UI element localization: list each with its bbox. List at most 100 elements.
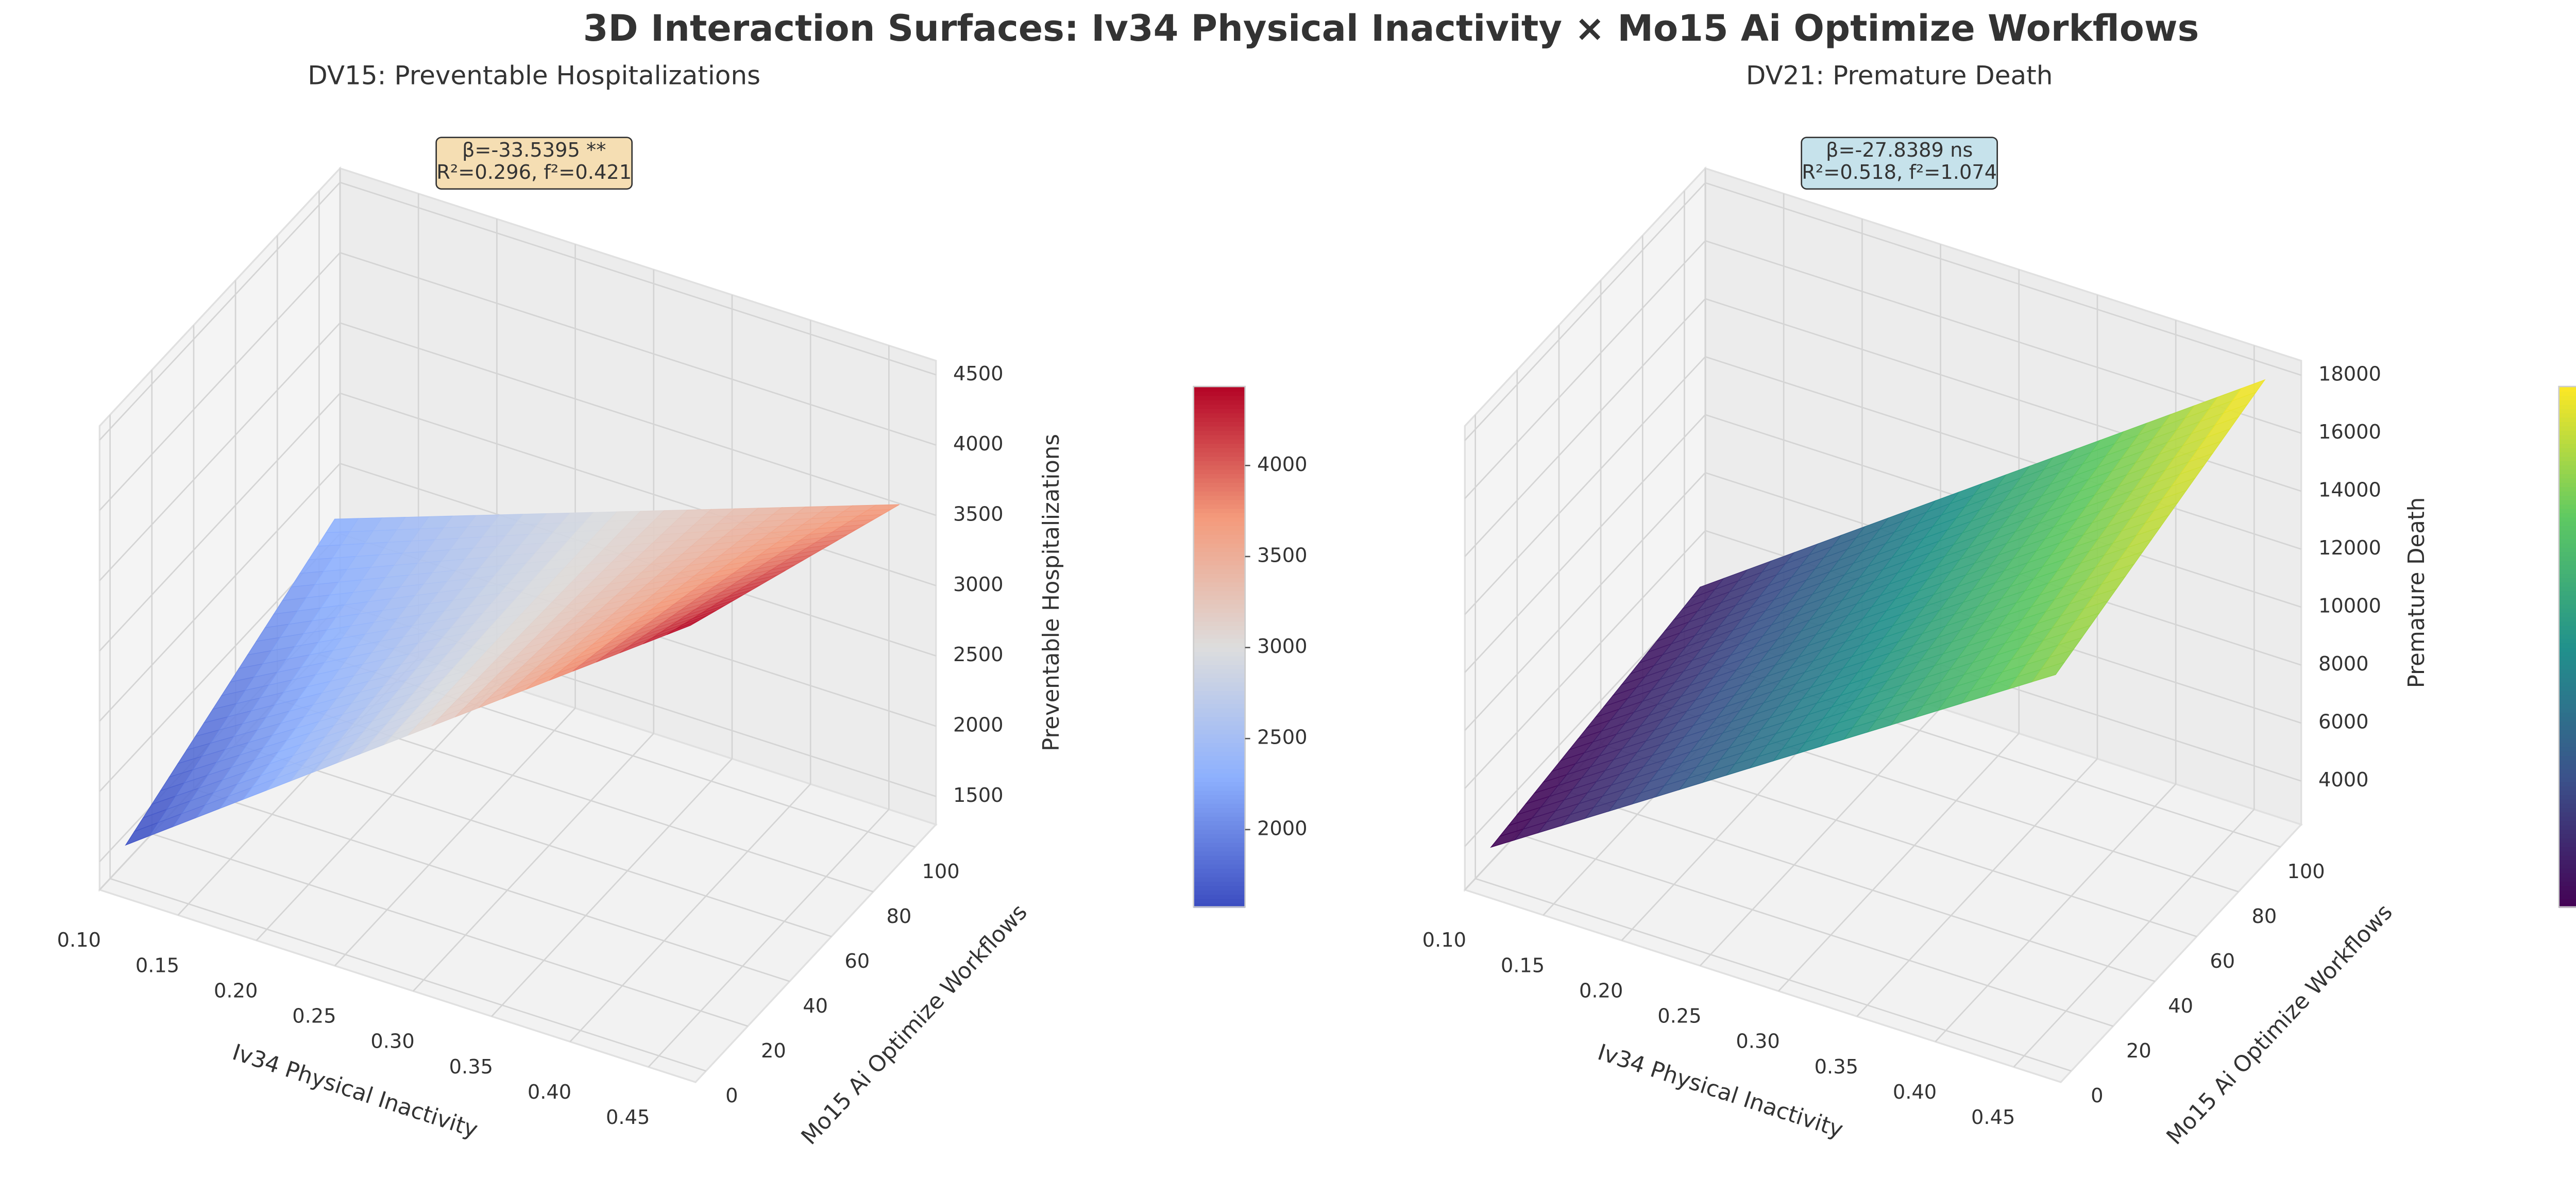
- colorbar-segment: [1193, 434, 1245, 440]
- colorbar-segment: [2558, 868, 2576, 873]
- colorbar-segment: [1193, 464, 1245, 470]
- colorbar-segment: [1193, 816, 1245, 821]
- colorbar-segment: [2558, 647, 2576, 652]
- y-tick-label: 0: [725, 1084, 738, 1107]
- colorbar-segment: [1193, 859, 1245, 865]
- colorbar-segment: [2558, 468, 2576, 474]
- colorbar-segment: [2558, 677, 2576, 682]
- colorbar-segment: [1193, 395, 1245, 400]
- grid-line: [110, 878, 706, 1072]
- y-tick-label: 100: [2287, 860, 2325, 883]
- colorbar-segment: [2558, 543, 2576, 548]
- grid-line: [2013, 809, 2255, 1068]
- colorbar-segment: [1193, 543, 1245, 548]
- colorbar-segment: [2558, 768, 2576, 774]
- grid-line: [1464, 472, 1706, 731]
- colorbar-segment: [2558, 664, 2576, 669]
- colorbar-segment: [2558, 616, 2576, 622]
- colorbar-segment: [2558, 855, 2576, 861]
- colorbar-segment: [2558, 547, 2576, 552]
- x-tick-label: 0.35: [1815, 1055, 1858, 1079]
- colorbar-segment: [2558, 590, 2576, 596]
- colorbar-segment: [1193, 698, 1245, 704]
- colorbar-segment: [1193, 759, 1245, 765]
- colorbar-segment: [1193, 877, 1245, 882]
- colorbar-segment: [1193, 811, 1245, 817]
- colorbar-segment: [1193, 586, 1245, 592]
- colorbar-segment: [2558, 412, 2576, 418]
- colorbar-segment: [1193, 616, 1245, 622]
- colorbar-segment: [1193, 595, 1245, 600]
- grid-line: [1475, 878, 2072, 1072]
- grid-line: [1778, 733, 2020, 992]
- colorbar-segment: [2558, 499, 2576, 505]
- colorbar-segment: [2558, 538, 2576, 544]
- colorbar-segment: [1193, 672, 1245, 678]
- colorbar-segment: [2558, 837, 2576, 843]
- colorbar-segment: [2558, 421, 2576, 427]
- x-tick-label: 0.10: [1422, 929, 1466, 952]
- colorbar-segment: [1193, 781, 1245, 786]
- z-tick-label: 18000: [2318, 363, 2381, 386]
- colorbar-segment: [1193, 508, 1245, 513]
- colorbar-segment: [2558, 473, 2576, 479]
- grid-line: [1705, 240, 2302, 434]
- colorbar-segment: [2558, 439, 2576, 444]
- colorbar-segment: [2558, 829, 2576, 834]
- colorbar-segment: [2558, 386, 2576, 392]
- z-tick-label: 3500: [953, 503, 1004, 526]
- z-tick-label: 6000: [2318, 711, 2369, 734]
- x-tick-label: 0.35: [449, 1055, 493, 1079]
- colorbar-segment: [2558, 764, 2576, 769]
- colorbar-segment: [1193, 872, 1245, 878]
- colorbar-segment: [2558, 477, 2576, 483]
- colorbar-segment: [1193, 486, 1245, 492]
- colorbar-segment: [1193, 703, 1245, 709]
- colorbar-segment: [2558, 568, 2576, 574]
- colorbar-segment: [2558, 668, 2576, 674]
- colorbar-segment: [1193, 551, 1245, 557]
- colorbar-segment: [1193, 829, 1245, 834]
- colorbar-segment: [2558, 608, 2576, 613]
- colorbar-segment: [2558, 443, 2576, 448]
- x-tick-label: 0.25: [1657, 1005, 1701, 1028]
- colorbar-segment: [1193, 573, 1245, 578]
- subplot-title: DV21: Premature Death: [1746, 61, 2053, 91]
- colorbar-tick-label: 2000: [1257, 817, 1308, 840]
- colorbar-segment: [2558, 850, 2576, 856]
- colorbar-segment: [2558, 690, 2576, 696]
- colorbar-segment: [2558, 508, 2576, 513]
- annotation-box: [435, 137, 633, 190]
- colorbar-segment: [2558, 430, 2576, 435]
- grid-line: [1464, 298, 1706, 557]
- colorbar-segment: [2558, 759, 2576, 765]
- colorbar-segment: [1193, 525, 1245, 531]
- colorbar-segment: [2558, 655, 2576, 661]
- colorbar-segment: [1193, 625, 1245, 630]
- colorbar-segment: [1193, 503, 1245, 509]
- colorbar-segment: [1193, 789, 1245, 795]
- grid-line: [1705, 182, 2302, 376]
- colorbar-segment: [1193, 777, 1245, 782]
- colorbar-segment: [2558, 581, 2576, 587]
- colorbar-segment: [1193, 451, 1245, 457]
- colorbar-segment: [1193, 833, 1245, 838]
- colorbar-segment: [2558, 529, 2576, 535]
- colorbar-segment: [2558, 737, 2576, 743]
- x-tick-label: 0.40: [1893, 1081, 1937, 1104]
- colorbar-segment: [2558, 877, 2576, 882]
- grid-line: [340, 252, 937, 446]
- subplot: 0.10 0.15 0.20 0.25 0.30 0.35 0.40 0.45 0 20 40 60 8…: [1422, 61, 2576, 1150]
- colorbar-segment: [1193, 807, 1245, 813]
- colorbar-segment: [2558, 612, 2576, 617]
- subplot-title: DV15: Preventable Hospitalizations: [308, 61, 760, 91]
- surface-patch: [666, 620, 700, 635]
- grid-line: [256, 682, 498, 941]
- colorbar-segment: [1193, 460, 1245, 466]
- colorbar-segment: [1193, 720, 1245, 726]
- colorbar-segment: [2558, 889, 2576, 895]
- colorbar-segment: [2558, 516, 2576, 522]
- colorbar-segment: [2558, 833, 2576, 838]
- colorbar-segment: [2558, 447, 2576, 452]
